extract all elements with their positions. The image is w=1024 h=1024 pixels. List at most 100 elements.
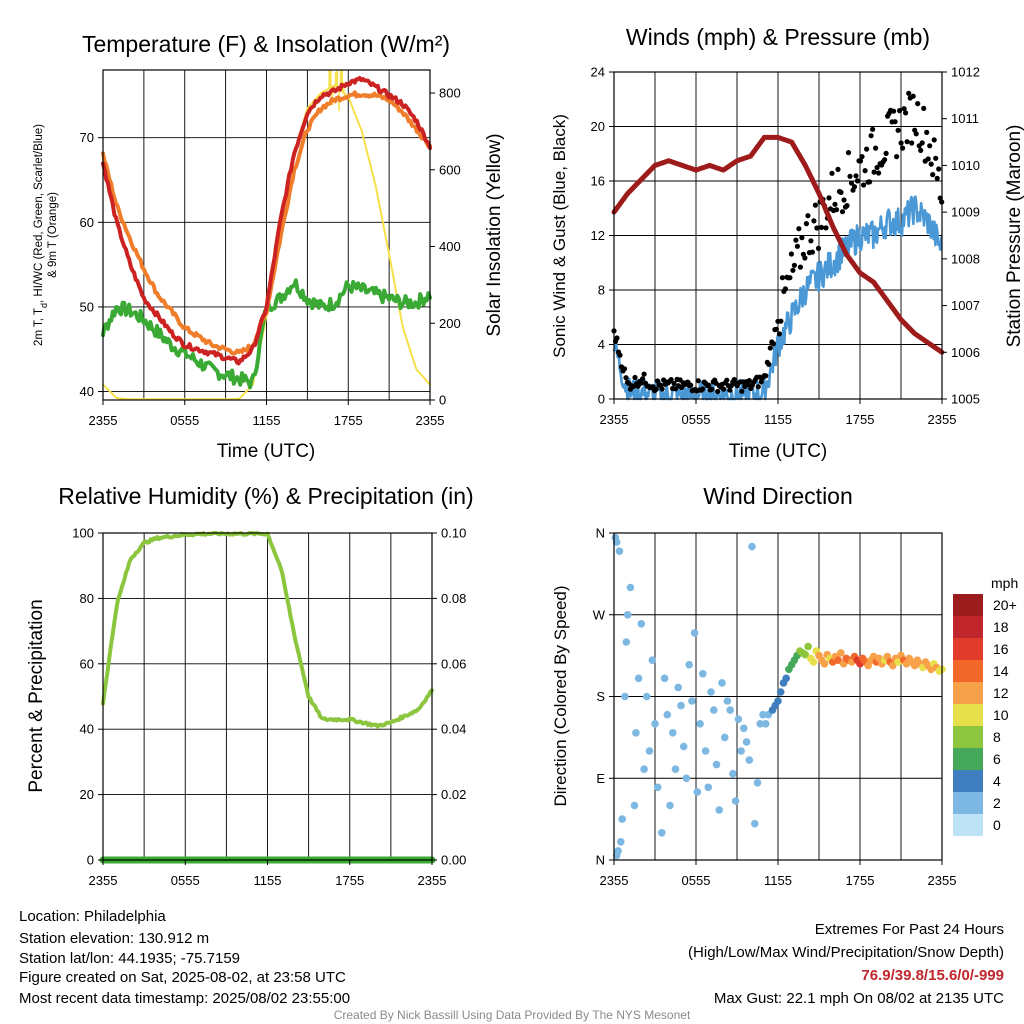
wind-direction-point (837, 649, 845, 657)
gust-point (709, 386, 715, 392)
gust-point (653, 386, 659, 392)
winds-series (611, 90, 945, 401)
gust-point (767, 345, 773, 351)
wind-direction-point (651, 720, 659, 728)
wind-direction-point (742, 738, 751, 746)
gust-point (758, 379, 764, 385)
wind-direction-y-label: Direction (Colored By Speed) (551, 585, 570, 806)
temperature-grid (103, 70, 430, 400)
wind-direction-title: Wind Direction (703, 483, 853, 509)
wind-direction-point (630, 801, 639, 810)
legend-swatch (953, 792, 983, 814)
gust-point (870, 126, 876, 132)
legend-label: 16 (993, 641, 1009, 657)
y-tick-label: 40 (80, 722, 94, 737)
y-tick-label: N (596, 526, 605, 541)
gust-point (632, 374, 638, 381)
temperature-series (101, 70, 432, 401)
wind-direction-points (611, 533, 946, 860)
wind-direction-point (621, 692, 629, 701)
gust-point (913, 131, 919, 137)
humidity-x-ticks: 2355 0555 1155 1755 2355 (89, 860, 446, 888)
y2-tick-label: 0.04 (441, 722, 466, 737)
gust-point (788, 251, 795, 257)
y-tick-label: 100 (72, 526, 94, 541)
wind-direction-point (634, 674, 643, 683)
winds-panel: Winds (mph) & Pressure (mb) 04812162024 … (550, 24, 1024, 462)
gust-point (894, 154, 900, 160)
gust-point (845, 150, 852, 156)
gust-point (766, 361, 772, 367)
x-tick-label: 2355 (89, 873, 118, 888)
wind-direction-point (723, 697, 732, 705)
legend-swatch (953, 660, 983, 682)
gust-point (876, 170, 882, 176)
legend-swatch (953, 682, 983, 704)
humidity-y2-ticks: 0.00 0.02 0.04 0.06 0.08 0.10 (432, 526, 466, 868)
gust-point (826, 195, 832, 201)
wind-direction-point (761, 720, 770, 728)
wind-direction-point (693, 788, 702, 796)
wind-direction-point (660, 674, 669, 683)
gust-point (791, 262, 798, 268)
gust-point (883, 150, 889, 156)
y-tick-label: 60 (80, 656, 94, 671)
gust-point (933, 155, 939, 161)
y-tick-label: 60 (80, 215, 94, 230)
gust-point (659, 386, 665, 392)
wind-direction-point (658, 829, 666, 837)
x-tick-label: 1155 (764, 412, 792, 427)
speed-legend-title: mph (991, 575, 1018, 591)
x-tick-label: 2355 (600, 873, 629, 888)
footer-latlon: Station lat/lon: 44.1935; -75.7159 (19, 950, 240, 967)
gust-point (812, 202, 819, 208)
gust-point (809, 249, 816, 255)
solar-y-label: Solar Insolation (Yellow) (484, 133, 505, 336)
wind-direction-point (623, 611, 632, 619)
gust-point (706, 382, 712, 388)
y-tick-label: 4 (598, 337, 605, 352)
gust-point (773, 326, 780, 332)
winds-y-label: Sonic Wind & Gust (Blue, Black) (550, 114, 569, 358)
gust-point (763, 373, 769, 379)
wind-direction-point (720, 733, 729, 742)
station-pressure-line (611, 134, 945, 355)
winds-grid (614, 72, 942, 399)
temperature-panel: Temperature (F) & Insolation (W/m²) 40 50… (33, 31, 505, 462)
gust-point (746, 378, 752, 384)
y-tick-label: E (596, 771, 605, 786)
gust-point (851, 184, 858, 190)
y-tick-label: 70 (80, 130, 94, 145)
gust-point (811, 218, 817, 224)
footer-recent: Most recent data timestamp: 2025/08/02 2… (19, 990, 350, 1007)
temperature-x-ticks: 2355 0555 1155 1755 2355 (89, 400, 444, 428)
gust-point (930, 172, 936, 178)
wind-direction-point (663, 710, 672, 719)
footer: Location: Philadelphia Station elevation… (19, 908, 1004, 1022)
gust-point (671, 380, 677, 387)
gust-point (655, 378, 661, 384)
gust-point (892, 119, 898, 125)
y2-tick-label: 1010 (951, 158, 980, 173)
y-tick-label: 0 (87, 853, 94, 868)
x-tick-label: 2355 (89, 413, 118, 428)
gust-point (936, 166, 942, 172)
gust-point (847, 173, 853, 179)
gust-point (638, 380, 644, 386)
wind-direction-point (643, 692, 651, 701)
extremes-values: 76.9/39.8/15.6/0/-999 (861, 967, 1004, 984)
gust-point (782, 286, 789, 292)
legend-swatch (953, 704, 983, 726)
gust-point (797, 264, 804, 270)
credit-line: Created By Nick Bassill Using Data Provi… (334, 1008, 691, 1022)
x-tick-label: 2355 (928, 412, 957, 427)
legend-label: 4 (993, 773, 1001, 789)
x-tick-label: 2355 (600, 412, 629, 427)
wind-direction-point (640, 765, 648, 773)
gust-point (621, 366, 628, 372)
gust-point (906, 90, 912, 96)
extremes-subtitle: (High/Low/Max Wind/Precipitation/Snow De… (688, 944, 1004, 961)
temperature-y-ticks: 40 50 60 70 (80, 130, 103, 399)
gust-point (934, 175, 940, 181)
